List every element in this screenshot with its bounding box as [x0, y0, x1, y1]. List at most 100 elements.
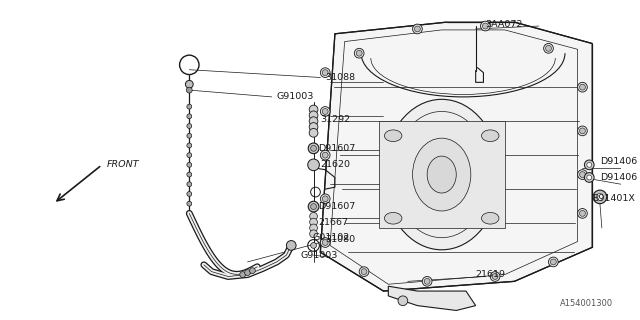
Circle shape — [187, 143, 192, 148]
Circle shape — [309, 117, 318, 125]
Circle shape — [308, 159, 319, 171]
Ellipse shape — [385, 130, 402, 141]
Circle shape — [310, 230, 317, 238]
Text: B91401X: B91401X — [592, 194, 635, 203]
Text: 31088: 31088 — [325, 73, 355, 82]
Circle shape — [413, 24, 422, 34]
Circle shape — [415, 26, 420, 32]
Ellipse shape — [413, 138, 471, 211]
Circle shape — [310, 243, 316, 248]
Circle shape — [321, 238, 330, 247]
Circle shape — [187, 124, 192, 128]
Ellipse shape — [427, 156, 456, 193]
Circle shape — [250, 268, 255, 274]
Circle shape — [490, 272, 500, 281]
Circle shape — [187, 153, 192, 157]
Circle shape — [187, 172, 192, 177]
Circle shape — [587, 175, 592, 180]
Circle shape — [483, 23, 488, 29]
Ellipse shape — [481, 130, 499, 141]
Text: 21620: 21620 — [321, 160, 350, 169]
Circle shape — [309, 105, 318, 114]
Text: 21667: 21667 — [319, 218, 348, 227]
Circle shape — [580, 172, 586, 178]
Circle shape — [310, 145, 316, 151]
Circle shape — [578, 209, 588, 218]
Circle shape — [398, 296, 408, 306]
Text: D91406: D91406 — [600, 173, 637, 182]
Circle shape — [310, 218, 317, 226]
Circle shape — [323, 70, 328, 76]
Circle shape — [186, 87, 192, 93]
Polygon shape — [379, 121, 505, 228]
Circle shape — [548, 257, 558, 267]
Text: G01102: G01102 — [312, 233, 350, 242]
Circle shape — [286, 241, 296, 250]
Circle shape — [596, 194, 604, 200]
Circle shape — [186, 80, 193, 88]
Polygon shape — [321, 22, 592, 291]
Text: 31292: 31292 — [321, 115, 351, 124]
Text: G91003: G91003 — [301, 251, 339, 260]
Circle shape — [580, 211, 586, 216]
Text: D91406: D91406 — [600, 157, 637, 166]
Circle shape — [187, 182, 192, 187]
Circle shape — [424, 278, 430, 284]
Circle shape — [240, 272, 246, 277]
Circle shape — [481, 21, 490, 31]
Circle shape — [321, 68, 330, 77]
Text: FRONT: FRONT — [107, 160, 140, 169]
Circle shape — [187, 133, 192, 138]
Circle shape — [361, 269, 367, 275]
Circle shape — [359, 267, 369, 276]
Circle shape — [321, 194, 330, 204]
Circle shape — [310, 204, 316, 210]
Circle shape — [543, 44, 554, 53]
Circle shape — [578, 170, 588, 180]
Circle shape — [321, 107, 330, 116]
Circle shape — [580, 84, 586, 90]
Text: 31080: 31080 — [325, 235, 355, 244]
Polygon shape — [388, 286, 476, 310]
Text: A154001300: A154001300 — [561, 299, 614, 308]
Circle shape — [323, 196, 328, 202]
Circle shape — [187, 114, 192, 119]
Circle shape — [587, 163, 592, 167]
Circle shape — [244, 270, 250, 276]
Ellipse shape — [385, 212, 402, 224]
Text: G91003: G91003 — [276, 92, 314, 101]
Text: D91607: D91607 — [319, 144, 356, 153]
Circle shape — [355, 48, 364, 58]
Circle shape — [308, 143, 319, 154]
Text: D91607: D91607 — [319, 202, 356, 211]
Circle shape — [310, 212, 317, 220]
Circle shape — [584, 172, 594, 182]
Circle shape — [187, 201, 192, 206]
Circle shape — [309, 111, 318, 120]
Circle shape — [187, 104, 192, 109]
Circle shape — [422, 276, 432, 286]
Circle shape — [321, 150, 330, 160]
Circle shape — [309, 128, 318, 137]
Circle shape — [578, 126, 588, 136]
Text: 3AA072: 3AA072 — [485, 20, 523, 28]
Circle shape — [580, 128, 586, 134]
Circle shape — [550, 259, 556, 265]
Ellipse shape — [383, 99, 500, 250]
Circle shape — [309, 123, 318, 132]
Circle shape — [323, 108, 328, 114]
Circle shape — [584, 160, 594, 170]
Circle shape — [187, 163, 192, 167]
Circle shape — [492, 274, 498, 279]
Circle shape — [323, 240, 328, 245]
Circle shape — [593, 190, 607, 204]
Circle shape — [356, 50, 362, 56]
Circle shape — [310, 224, 317, 232]
Circle shape — [578, 82, 588, 92]
Circle shape — [545, 45, 552, 51]
Circle shape — [308, 201, 319, 212]
Text: 21619: 21619 — [476, 270, 506, 279]
Circle shape — [323, 152, 328, 158]
Ellipse shape — [481, 212, 499, 224]
Circle shape — [187, 192, 192, 196]
